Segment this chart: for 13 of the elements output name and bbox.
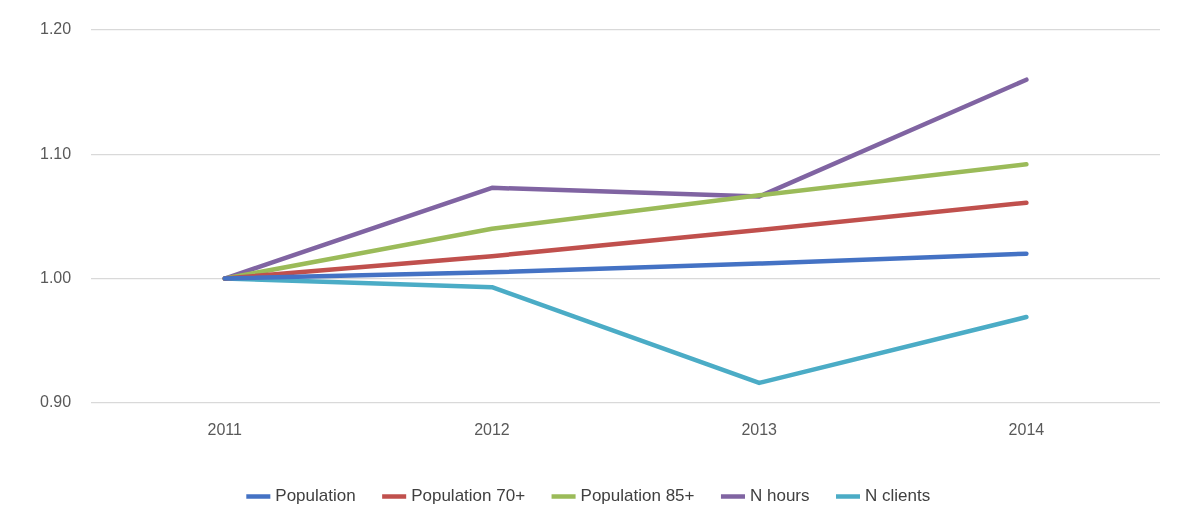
x-tick-label: 2012 <box>474 420 510 438</box>
x-tick-label: 2011 <box>207 420 243 438</box>
y-tick-label: 0.90 <box>40 393 72 411</box>
x-tick-label: 2014 <box>1008 420 1045 438</box>
legend-label: Population 85+ <box>580 486 695 506</box>
y-tick-label: 1.20 <box>40 20 72 38</box>
y-tick-label: 1.00 <box>40 268 72 286</box>
legend-label: N clients <box>864 486 931 506</box>
x-tick-label: 2013 <box>741 420 778 438</box>
legend-label: Population <box>275 486 356 506</box>
legend-label: N hours <box>749 486 810 506</box>
y-tick-label: 1.10 <box>40 144 72 162</box>
legend-label: Population 70+ <box>411 486 526 506</box>
